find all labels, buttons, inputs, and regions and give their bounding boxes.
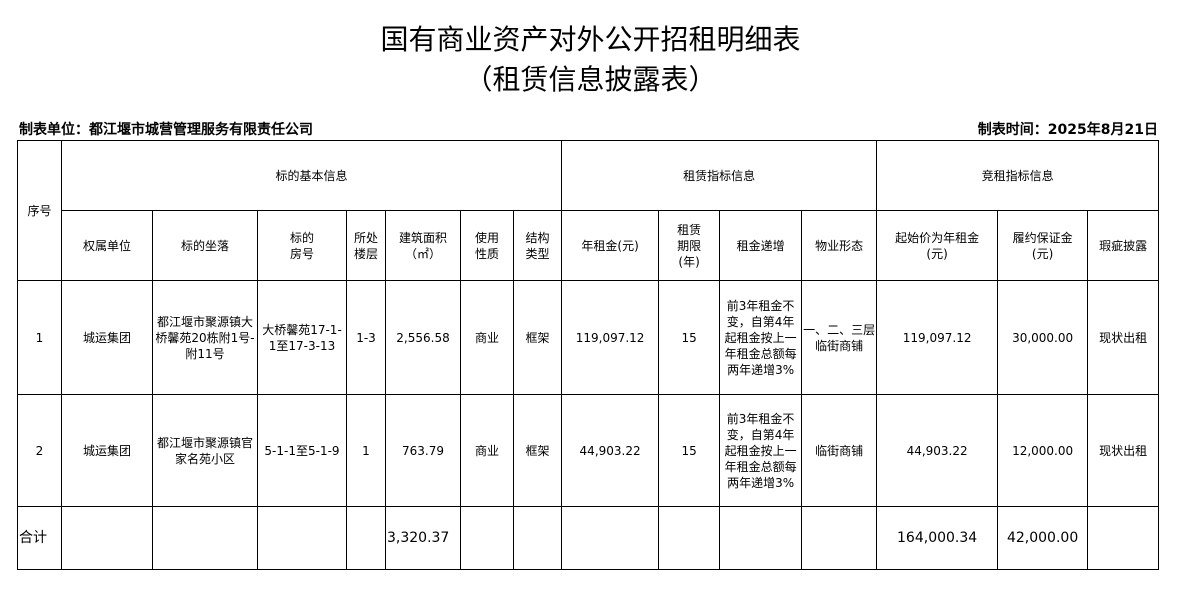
column-header: 权属单位 bbox=[61, 210, 153, 281]
table-cell: 1 bbox=[17, 280, 62, 395]
table-cell: 1-3 bbox=[346, 280, 386, 395]
table-cell: 前3年租金不变，自第4年起租金按上一年租金总额每两年递增3% bbox=[719, 394, 803, 507]
issuing-unit: 制表单位：都江堰市城营管理服务有限责任公司 bbox=[19, 122, 313, 138]
table-cell: 15 bbox=[658, 280, 721, 395]
table-cell: 商业 bbox=[460, 280, 514, 395]
total-area: 3,320.37 bbox=[385, 506, 461, 570]
table-cell: 2,556.58 bbox=[385, 280, 461, 395]
table-cell: 大桥馨苑17-1-1至17-3-13 bbox=[257, 280, 347, 395]
total-start-price: 164,000.34 bbox=[876, 506, 999, 570]
table-cell: 都江堰市聚源镇官家名苑小区 bbox=[152, 394, 258, 507]
table-cell: 临街商铺 bbox=[801, 394, 878, 507]
total-row: 合计 3,320.37 164,000.34 42,000.00 bbox=[17, 506, 1160, 570]
page-title: 国有商业资产对外公开招租明细表 bbox=[380, 23, 801, 56]
column-header: 瑕疵披露 bbox=[1087, 210, 1160, 281]
column-header: 标的坐落 bbox=[152, 210, 258, 281]
table-cell: 119,097.12 bbox=[561, 280, 660, 395]
table-cell: 30,000.00 bbox=[997, 280, 1089, 395]
total-deposit: 42,000.00 bbox=[997, 506, 1089, 570]
table-cell: 119,097.12 bbox=[876, 280, 999, 395]
page-subtitle: （租赁信息披露表） bbox=[464, 63, 717, 96]
column-header: 年租金(元) bbox=[561, 210, 660, 281]
table-cell: 框架 bbox=[512, 280, 563, 395]
table-cell: 2 bbox=[17, 394, 62, 507]
table-cell: 前3年租金不变，自第4年起租金按上一年租金总额每两年递增3% bbox=[719, 280, 803, 395]
column-header: 结构 类型 bbox=[512, 210, 563, 281]
issue-date: 制表时间：2025年8月21日 bbox=[977, 122, 1158, 138]
table-cell: 5-1-1至5-1-9 bbox=[257, 394, 347, 507]
lease-table: 序号 标的基本信息 租赁指标信息 竞租指标信息 权属单位 标的坐落 标的 房号 所处 … bbox=[17, 140, 1160, 570]
column-header: 租赁 期限 (年) bbox=[658, 210, 721, 281]
table-cell: 城运集团 bbox=[61, 394, 153, 507]
table-cell: 15 bbox=[658, 394, 721, 507]
table-cell: 现状出租 bbox=[1087, 394, 1160, 507]
table-cell: 763.79 bbox=[385, 394, 461, 507]
table-cell: 12,000.00 bbox=[997, 394, 1089, 507]
table-cell: 44,903.22 bbox=[561, 394, 660, 507]
column-header: 租金递增 bbox=[719, 210, 803, 281]
table-cell: 1 bbox=[346, 394, 386, 507]
column-header: 物业形态 bbox=[801, 210, 878, 281]
table-row: 1 城运集团 都江堰市聚源镇大桥馨苑20栋附1号-附11号 大桥馨苑17-1-1至17… bbox=[17, 280, 1160, 395]
table-row: 2 城运集团 都江堰市聚源镇官家名苑小区 5-1-1至5-1-9 1 763.79 商业 框架… bbox=[17, 394, 1160, 507]
table-cell: 都江堰市聚源镇大桥馨苑20栋附1号-附11号 bbox=[152, 280, 258, 395]
total-label: 合计 bbox=[17, 506, 62, 570]
header-group-lease: 租赁指标信息 bbox=[561, 140, 878, 211]
table-cell: 现状出租 bbox=[1087, 280, 1160, 395]
column-header: 标的 房号 bbox=[257, 210, 347, 281]
header-group-bid: 竞租指标信息 bbox=[876, 140, 1160, 211]
header-seq: 序号 bbox=[17, 140, 62, 281]
column-header: 起始价为年租金 (元) bbox=[876, 210, 999, 281]
column-header: 使用 性质 bbox=[460, 210, 514, 281]
table-cell: 城运集团 bbox=[61, 280, 153, 395]
table-cell: 框架 bbox=[512, 394, 563, 507]
table-cell: 商业 bbox=[460, 394, 514, 507]
column-header: 所处 楼层 bbox=[346, 210, 386, 281]
table-cell: 44,903.22 bbox=[876, 394, 999, 507]
header-group-basic: 标的基本信息 bbox=[60, 140, 563, 211]
column-header: 履约保证金 (元) bbox=[997, 210, 1089, 281]
table-cell: 一、二、三层临街商铺 bbox=[801, 280, 878, 395]
column-header: 建筑面积 （㎡） bbox=[385, 210, 461, 281]
